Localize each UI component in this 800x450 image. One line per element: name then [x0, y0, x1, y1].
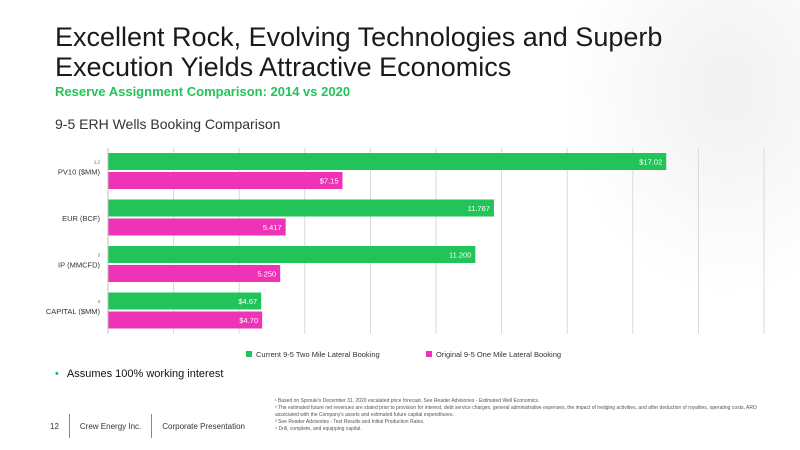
footnote: ² The estimated future net revenues are … — [275, 405, 757, 418]
page-subtitle: Reserve Assignment Comparison: 2014 vs 2… — [55, 84, 351, 99]
legend-label: Current 9-5 Two Mile Lateral Booking — [256, 350, 380, 359]
bar-value-label: $4.67 — [238, 297, 257, 306]
footer: 12 Crew Energy Inc. Corporate Presentati… — [40, 414, 255, 438]
category-footnote-marker: 3 — [97, 252, 100, 257]
title-line-1: Excellent Rock, Evolving Technologies an… — [55, 22, 663, 52]
footer-company: Crew Energy Inc. — [79, 421, 142, 431]
bar-current — [108, 292, 262, 310]
background-decoration — [560, 0, 800, 300]
bar-current — [108, 153, 667, 170]
bar-current — [108, 246, 476, 263]
legend-swatch — [246, 351, 252, 357]
footer-page-number: 12 — [50, 421, 59, 431]
title-line-2: Execution Yields Attractive Economics — [55, 52, 512, 82]
category-footnote-marker: 4 — [97, 299, 100, 304]
footnote: ³ See Reader Advisories - Test Results a… — [275, 418, 425, 425]
footnotes: ¹ Based on Sproule's December 31, 2020 e… — [275, 398, 775, 433]
bar-original — [108, 311, 263, 329]
bar-value-label: 11.767 — [468, 204, 490, 213]
footer-document: Corporate Presentation — [162, 421, 245, 431]
bar-value-label: $4.70 — [239, 316, 258, 325]
bar-value-label: $17.02 — [639, 158, 662, 167]
category-label: PV10 ($MM) — [58, 167, 101, 176]
bar-original — [108, 265, 281, 282]
category-label: IP (MMCFD) — [58, 260, 100, 269]
bar-value-label: 11.200 — [449, 251, 471, 260]
category-label: CAPITAL ($MM) — [46, 307, 101, 316]
footnote: ¹ Based on Sproule's December 31, 2020 e… — [275, 398, 540, 404]
bar-original — [108, 172, 343, 189]
category-label: EUR (BCF) — [62, 214, 100, 223]
bar-current — [108, 199, 494, 217]
bullet-note: • Assumes 100% working interest — [55, 368, 223, 380]
bullet-text: Assumes 100% working interest — [66, 368, 224, 380]
footer-divider — [151, 414, 153, 438]
footnote: ⁴ Drill, complete, and equipping capital… — [275, 425, 362, 432]
bullet-dot-icon: • — [55, 368, 59, 380]
legend-label: Original 9-5 One Mile Lateral Booking — [436, 350, 561, 359]
bar-value-label: 5.250 — [257, 270, 276, 279]
legend-swatch — [426, 351, 432, 357]
chart-heading: 9-5 ERH Wells Booking Comparison — [55, 116, 281, 132]
bar-value-label: $7.15 — [320, 177, 339, 186]
bar-value-label: 5.417 — [263, 223, 282, 232]
page-title: Excellent Rock, Evolving Technologies an… — [55, 22, 755, 82]
footer-divider — [68, 414, 70, 438]
bar-chart: PV10 ($MM) 1,2 $17.02 $7.15 EUR (BCF) 11.767 5… — [46, 148, 765, 359]
category-footnote-marker: 1,2 — [94, 159, 101, 164]
bar-original — [108, 218, 286, 236]
